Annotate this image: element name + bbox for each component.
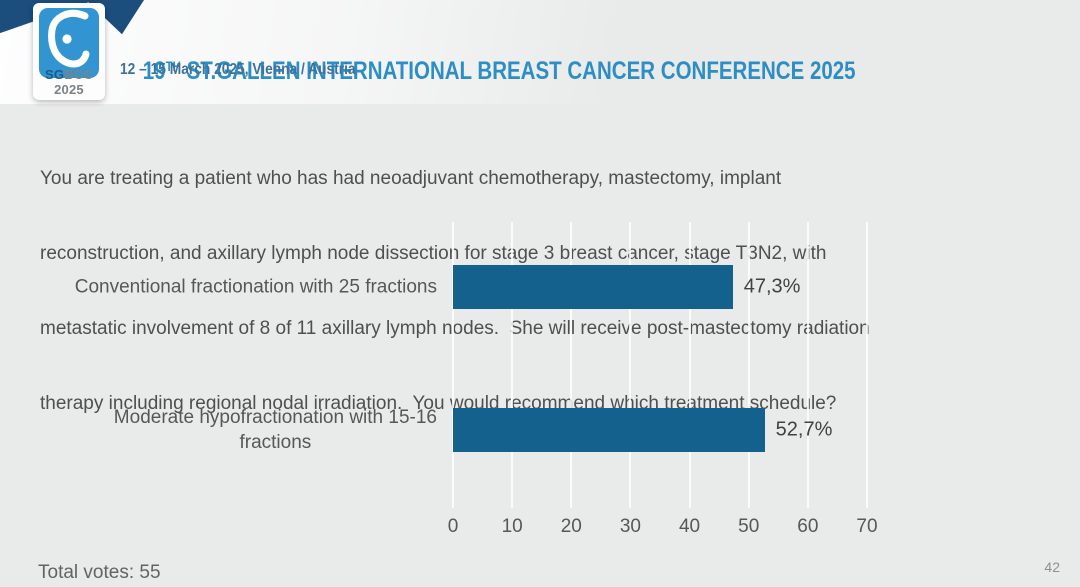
gridline bbox=[806, 222, 809, 508]
bar-value-label: 52,7% bbox=[775, 418, 833, 441]
conference-subtitle: 12 – 15 March 2025, Vienna / Austria bbox=[120, 61, 356, 78]
poll-question-line: You are treating a patient who has had n… bbox=[40, 168, 782, 189]
x-axis-tick: 20 bbox=[560, 516, 582, 537]
x-axis: 0 10 20 30 40 50 60 70 bbox=[448, 516, 878, 540]
x-axis-tick: 10 bbox=[501, 516, 523, 537]
gridline bbox=[452, 222, 454, 508]
breast-drop-icon bbox=[48, 9, 90, 68]
bar-category-label-line: fractions bbox=[239, 432, 312, 453]
x-axis-tick: 60 bbox=[797, 516, 819, 537]
x-axis-tick: 40 bbox=[678, 516, 701, 537]
bar-category-label-line: Conventional fractionation with 25 fract… bbox=[74, 276, 437, 298]
gridline bbox=[747, 222, 750, 508]
gridline bbox=[629, 222, 632, 508]
gridline bbox=[866, 222, 868, 508]
gridline bbox=[511, 222, 514, 508]
poll-question: You are treating a patient who has had n… bbox=[40, 116, 1040, 466]
gridline bbox=[570, 222, 573, 508]
conference-title-number: 19 bbox=[142, 57, 166, 85]
x-axis-tick: 50 bbox=[738, 516, 760, 537]
bar-value-label: 47,3% bbox=[743, 275, 801, 298]
conference-title: 19TH ST.GALLEN INTERNATIONAL BREAST CANC… bbox=[120, 28, 856, 115]
conference-title-ordinal: TH bbox=[165, 58, 181, 74]
total-votes: Total votes: 55 bbox=[38, 562, 161, 583]
x-axis-tick: 70 bbox=[856, 516, 878, 537]
logo-caption: SGBCC 2025 bbox=[33, 67, 105, 97]
conference-title-text: ST.GALLEN INTERNATIONAL BREAST CANCER CO… bbox=[180, 57, 856, 85]
bar bbox=[453, 408, 765, 452]
logo-caption-rest: BCC 2025 bbox=[54, 67, 93, 97]
poll-question-line: reconstruction, and axillary lymph node … bbox=[40, 243, 827, 264]
x-axis-tick: 0 bbox=[447, 516, 459, 537]
bar-category-label: Moderate hypofractionation with 15-16 fra… bbox=[114, 405, 437, 455]
bar-category-label-line: Moderate hypofractionation with 15-16 bbox=[113, 407, 437, 428]
bar-category-label: Conventional fractionation with 25 fract… bbox=[75, 275, 437, 300]
x-axis-tick: 30 bbox=[619, 516, 641, 537]
sgbcc-logo-tile bbox=[39, 8, 99, 78]
poll-question-line: metastatic involvement of 8 of 11 axilla… bbox=[40, 318, 870, 339]
gridline bbox=[688, 222, 691, 508]
sgbcc-logo-card: SGBCC 2025 bbox=[33, 3, 105, 100]
logo-caption-sg: SG bbox=[45, 67, 65, 82]
poll-bar-chart: 47,3% 52,7% bbox=[452, 222, 868, 508]
page-number: 42 bbox=[1044, 559, 1060, 575]
bar bbox=[453, 265, 733, 309]
